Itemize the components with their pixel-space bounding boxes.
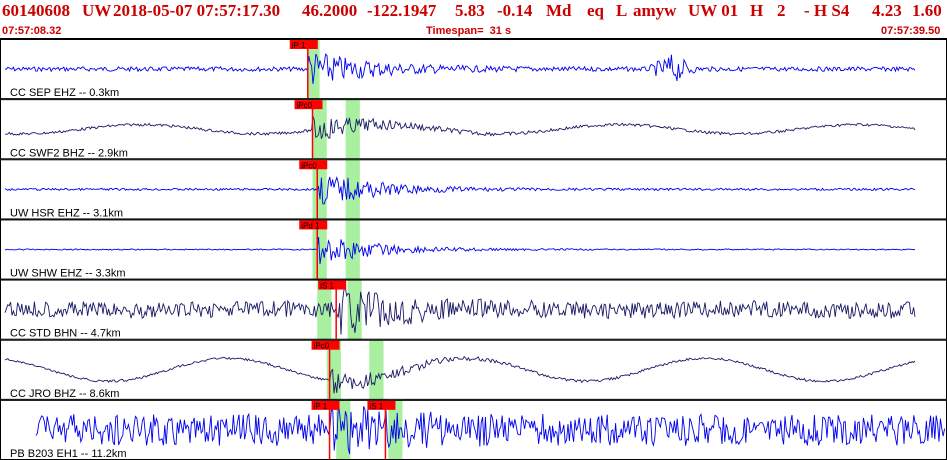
panel-border [0,99,947,160]
pick-label: iP 1 [314,402,328,411]
error: 1.60 [912,1,942,20]
seismogram-panels[interactable]: iP 1 CC SEP EHZ -- 0.3km iPc0 CC SWF2 BHZ -… [0,39,947,460]
pick-tag[interactable] [299,220,328,230]
depth: 5.83 [455,1,485,20]
waveform [4,355,916,394]
trace-panel[interactable]: iPc0 CC JRO BHZ -- 8.6km [0,339,947,400]
pick-tag[interactable] [311,400,340,410]
quality: H [750,1,764,20]
waveform [4,175,916,205]
pick-tag[interactable] [289,40,318,49]
trace-canvas[interactable]: iP 1 CC SEP EHZ -- 0.3km iPc0 CC SWF2 BHZ -… [0,39,947,460]
trace-panel[interactable]: iPc0 UW HSR EHZ -- 3.1km [0,159,947,220]
magnitude: -0.14 [497,1,533,20]
pick-window [369,339,384,400]
count: 2 [777,1,786,20]
origin-time: 2018-05-07 07:57:17.30 [113,1,281,20]
trace-panel[interactable]: iP 1 CC SEP EHZ -- 0.3km [0,39,947,100]
trace-panel[interactable]: iPc0 CC SWF2 BHZ -- 2.9km [0,99,947,160]
pick-tag[interactable] [294,100,323,110]
station-label: CC SEP EHZ -- 0.3km [10,87,119,99]
trace-panel[interactable]: iPd 1 UW SHW EHZ -- 3.3km [0,219,947,280]
end-time: 07:57:39.50 [881,25,941,37]
extra-flags: - H S4 [804,1,850,20]
start-time: 07:57:08.32 [2,25,62,37]
panel-border [0,339,947,400]
analyst: amyw [633,1,677,20]
rms: 4.23 [872,1,902,20]
timespan: Timespan= 31 s [426,25,512,37]
pick-tag[interactable] [367,400,396,410]
waveform [4,236,916,265]
station-label: CC SWF2 BHZ -- 2.9km [10,147,128,159]
station-label: UW HSR EHZ -- 3.1km [10,207,123,219]
pick-window [317,279,332,340]
pick-tag[interactable] [299,160,328,170]
pick-label: iPd 1 [301,221,320,230]
pick-window [312,159,327,220]
station-label: CC STD BHN -- 4.7km [10,328,121,340]
pick-label: iS 1 [320,282,334,291]
network-code: UW [82,1,112,20]
event-id: 60140608 [2,1,70,20]
station-label: UW SHW EHZ -- 3.3km [10,268,126,280]
pick-label: iPc0 [301,161,317,170]
pick-label: iS 1 [369,402,383,411]
trace-panel[interactable]: iP 1 iS 1 PB B203 EH1 -- 11.2km [0,399,947,460]
pick-label: iPc0 [314,342,330,351]
waveform [4,53,916,85]
pick-window [345,99,360,160]
phase-group: UW 01 [688,1,739,20]
waveform [4,285,916,335]
waveform [35,403,946,455]
timebar: 07:57:08.32 Timespan= 31 s 07:57:39.50 [0,24,947,39]
pick-label: iPc0 [297,101,313,110]
event-header: 60140608 UW 2018-05-07 07:57:17.30 46.20… [0,0,947,24]
latitude: 46.2000 [302,1,358,20]
trace-panel[interactable]: iS 1 CC STD BHN -- 4.7km [0,279,947,340]
pick-window [347,279,362,340]
location-flag: L [616,1,628,20]
station-label: CC JRO BHZ -- 8.6km [10,388,119,400]
longitude: -122.1947 [367,1,437,20]
pick-tag[interactable] [311,340,340,350]
panel-border [0,399,947,460]
pick-tag[interactable] [318,280,347,290]
station-label: PB B203 EH1 -- 11.2km [10,448,127,460]
magnitude-type: Md [546,1,572,20]
waveform [4,116,916,139]
event-type: eq [587,1,604,20]
pick-window [345,159,360,220]
pick-window [307,39,320,100]
pick-label: iP 1 [292,41,306,50]
